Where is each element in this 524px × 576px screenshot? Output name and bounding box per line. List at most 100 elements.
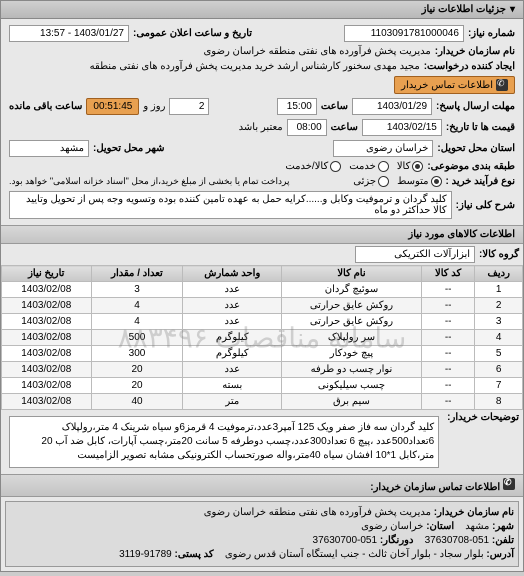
radio-icon	[330, 161, 341, 172]
phone-icon	[496, 79, 508, 91]
table-header: ردیف	[475, 266, 523, 282]
table-cell: --	[421, 378, 475, 394]
table-row[interactable]: 5--پیچ خودکارکیلوگرم3001403/02/08	[2, 346, 523, 362]
table-cell: --	[421, 314, 475, 330]
c-org-label: نام سازمان خریدار:	[434, 507, 514, 518]
table-cell: سوئیچ گردان	[282, 282, 422, 298]
buyer-name-label: نام سازمان خریدار:	[435, 46, 515, 57]
radio-icon	[412, 161, 423, 172]
pack-option[interactable]: خدمت	[349, 161, 389, 172]
send-deadline-label: مهلت ارسال پاسخ:	[436, 101, 515, 112]
table-cell: روکش عایق حرارتی	[282, 298, 422, 314]
table-cell: 2	[475, 298, 523, 314]
table-row[interactable]: 2--روکش عایق حرارتیعدد41403/02/08	[2, 298, 523, 314]
buyer-desc-value: کلید گردان سه فاز صفر ویک 125 آمپر3عدد،ت…	[9, 416, 439, 468]
table-cell: 3	[475, 314, 523, 330]
table-cell: 3	[91, 282, 183, 298]
table-cell: --	[421, 362, 475, 378]
remain-and: روز و	[143, 101, 165, 112]
group-value: ابزارآلات الکتریکی	[355, 246, 475, 263]
table-cell: 20	[91, 362, 183, 378]
pack-option[interactable]: کالا/خدمت	[285, 161, 341, 172]
table-cell: 4	[91, 298, 183, 314]
valid-time: 08:00	[287, 119, 327, 136]
table-row[interactable]: 6--نوار چسب دو طرفهعدد201403/02/08	[2, 362, 523, 378]
table-cell: 40	[91, 394, 183, 410]
table-header: واحد شمارش	[183, 266, 282, 282]
goods-table: ردیفکد کالانام کالاواحد شمارشتعداد / مقد…	[1, 265, 523, 410]
table-cell: --	[421, 346, 475, 362]
contact-header: اطلاعات تماس سازمان خریدار:	[1, 474, 523, 497]
province-value: خراسان رضوی	[333, 140, 433, 157]
table-cell: 6	[475, 362, 523, 378]
table-cell: کیلوگرم	[183, 330, 282, 346]
table-cell: سر رولپلاک	[282, 330, 422, 346]
table-cell: عدد	[183, 298, 282, 314]
table-cell: 1403/02/08	[2, 362, 92, 378]
table-cell: کیلوگرم	[183, 346, 282, 362]
remain-days: 2	[169, 98, 209, 115]
pack-label: طبقه بندی موضوعی:	[427, 161, 515, 172]
table-cell: --	[421, 298, 475, 314]
table-cell: 1	[475, 282, 523, 298]
contact-box: نام سازمان خریدار: مدیریت پخش فرآورده ها…	[5, 501, 519, 567]
table-cell: 1403/02/08	[2, 282, 92, 298]
table-cell: 4	[91, 314, 183, 330]
table-cell: عدد	[183, 314, 282, 330]
c-post-label: کد پستی:	[175, 549, 214, 560]
announce-label: تاریخ و ساعت اعلان عمومی:	[133, 28, 252, 39]
c-tel-label: تلفن:	[492, 535, 514, 546]
grade-label: نوع فرآیند خرید :	[446, 176, 515, 187]
city-label: شهر محل تحویل:	[93, 143, 165, 154]
valid-date: 1403/02/15	[362, 119, 442, 136]
table-cell: روکش عایق حرارتی	[282, 314, 422, 330]
table-cell: --	[421, 394, 475, 410]
city-value: مشهد	[9, 140, 89, 157]
table-cell: 1403/02/08	[2, 394, 92, 410]
goods-header: اطلاعات کالاهای مورد نیاز	[1, 225, 523, 244]
table-cell: 500	[91, 330, 183, 346]
grade-label: جزئی	[353, 176, 376, 187]
remain-label: ساعت باقی مانده	[9, 101, 82, 112]
table-header: تاریخ نیاز	[2, 266, 92, 282]
grade-label: متوسط	[397, 176, 428, 187]
time-label-1: ساعت	[321, 101, 348, 112]
table-cell: پیچ خودکار	[282, 346, 422, 362]
table-row[interactable]: 8--سیم برقمتر401403/02/08	[2, 394, 523, 410]
pay-note: پرداخت تمام یا بخشی از مبلغ خرید،از محل …	[9, 176, 289, 187]
valid-until-label: قیمت ها تا تاریخ:	[446, 122, 515, 133]
table-cell: 1403/02/08	[2, 298, 92, 314]
full-desc-value: کلید گردان و ترموفیت وکابل و......کرایه …	[9, 191, 452, 219]
buyer-desc-label: توضیحات خریدار:	[447, 412, 519, 423]
grade-option[interactable]: متوسط	[397, 176, 441, 187]
pack-radio-group: کالا خدمت کالا/خدمت	[285, 161, 423, 172]
c-prov: خراسان رضوی	[361, 521, 423, 532]
requester-value: مجید مهدی سخنور کارشناس ارشد خرید مدیریت…	[90, 61, 420, 72]
table-cell: چسب سیلیکونی	[282, 378, 422, 394]
table-cell: 1403/02/08	[2, 378, 92, 394]
grade-option[interactable]: جزئی	[353, 176, 389, 187]
table-header: تعداد / مقدار	[91, 266, 183, 282]
pack-option[interactable]: کالا	[397, 161, 424, 172]
radio-icon	[378, 161, 389, 172]
table-cell: 5	[475, 346, 523, 362]
buyer-contact-button[interactable]: اطلاعات تماس خریدار	[394, 76, 515, 94]
table-row[interactable]: 1--سوئیچ گردانعدد31403/02/08	[2, 282, 523, 298]
table-row[interactable]: 7--چسب سیلیکونیبسته201403/02/08	[2, 378, 523, 394]
table-row[interactable]: 3--روکش عایق حرارتیعدد41403/02/08	[2, 314, 523, 330]
remain-time: 00:51:45	[86, 98, 139, 115]
c-addr: بلوار سجاد - بلوار آخان ثالث - جنب ایستگ…	[225, 549, 484, 560]
province-label: استان محل تحویل:	[437, 143, 515, 154]
grade-radio-group: متوسط جزئی	[353, 176, 441, 187]
table-row[interactable]: 4--سر رولپلاککیلوگرم5001403/02/08	[2, 330, 523, 346]
table-header: کد کالا	[421, 266, 475, 282]
table-cell: 300	[91, 346, 183, 362]
phone-icon-2	[503, 478, 515, 490]
collapse-icon[interactable]: ▾	[510, 4, 515, 15]
c-post: 91789-3119	[119, 549, 172, 560]
table-cell: 1403/02/08	[2, 314, 92, 330]
table-cell: 1403/02/08	[2, 330, 92, 346]
req-no-label: شماره نیاز:	[468, 28, 515, 39]
table-cell: 20	[91, 378, 183, 394]
c-city: مشهد	[465, 521, 489, 532]
